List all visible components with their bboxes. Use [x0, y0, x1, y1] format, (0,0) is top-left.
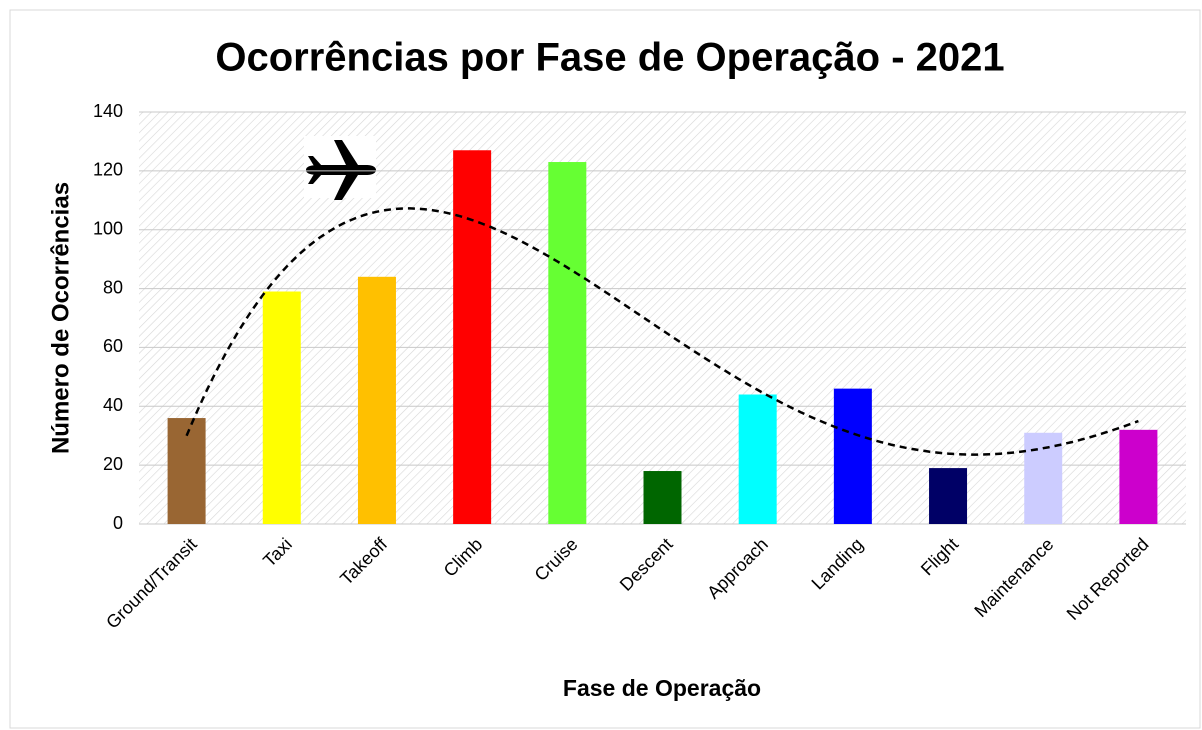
bar	[548, 162, 587, 524]
bar	[1119, 429, 1158, 524]
y-tick-label: 80	[103, 277, 123, 297]
y-tick-label: 140	[93, 101, 123, 121]
bar	[453, 150, 492, 524]
bar	[929, 468, 968, 524]
x-axis-title: Fase de Operação	[563, 675, 761, 701]
bar	[262, 291, 301, 524]
bar	[738, 394, 777, 524]
chart-title: Ocorrências por Fase de Operação - 2021	[215, 36, 1004, 80]
y-tick-label: 60	[103, 336, 123, 356]
y-tick-label: 120	[93, 160, 123, 180]
bar	[357, 276, 396, 524]
bar	[167, 418, 206, 524]
y-tick-label: 0	[113, 513, 123, 533]
bar	[643, 471, 682, 524]
y-tick-label: 100	[93, 218, 123, 238]
y-tick-label: 40	[103, 395, 123, 415]
y-axis-title: Número de Ocorrências	[47, 182, 74, 454]
bar	[833, 388, 872, 524]
airplane-icon	[304, 136, 376, 200]
y-tick-label: 20	[103, 454, 123, 474]
